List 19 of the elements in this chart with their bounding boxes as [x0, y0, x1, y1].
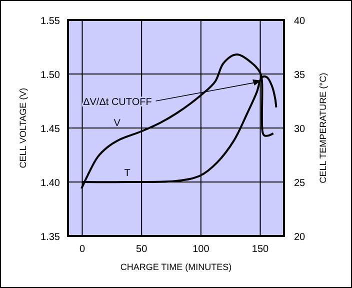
- y2-tick-label: 25: [294, 178, 306, 189]
- y-axis-title: CELL VOLTAGE (V): [18, 88, 28, 168]
- y-tick-label: 1.35: [40, 232, 60, 243]
- x-tick-label: 150: [252, 244, 270, 255]
- x-tick-label: 0: [79, 244, 86, 255]
- y2-tick-label: 30: [294, 124, 306, 135]
- x-tick-label: 100: [192, 244, 210, 255]
- y-tick-label: 1.50: [40, 70, 60, 81]
- y-tick-label: 1.40: [40, 178, 60, 189]
- y-tick-label: 1.45: [40, 124, 60, 135]
- y-tick-label: 1.55: [40, 16, 60, 27]
- series-label: T: [124, 168, 130, 179]
- series-label: V: [114, 118, 121, 129]
- y2-tick-label: 20: [294, 232, 306, 243]
- x-axis-title: CHARGE TIME (MINUTES): [120, 262, 232, 272]
- y2-axis-title: CELL TEMPERATURE (°C): [318, 72, 328, 184]
- y2-tick-label: 35: [294, 70, 306, 81]
- y2-tick-label: 40: [294, 16, 306, 27]
- x-tick-label: 50: [136, 244, 148, 255]
